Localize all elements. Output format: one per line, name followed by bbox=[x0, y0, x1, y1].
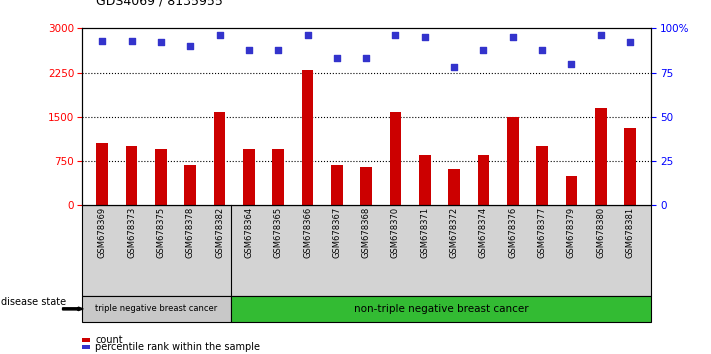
Point bbox=[302, 33, 314, 38]
Text: GDS4069 / 8135955: GDS4069 / 8135955 bbox=[96, 0, 223, 7]
Point bbox=[390, 33, 401, 38]
Bar bbox=[97, 143, 108, 205]
Point bbox=[419, 34, 430, 40]
Bar bbox=[478, 155, 489, 205]
Bar bbox=[419, 155, 431, 205]
Point bbox=[214, 33, 225, 38]
Bar bbox=[155, 149, 167, 205]
Bar bbox=[184, 165, 196, 205]
Text: triple negative breast cancer: triple negative breast cancer bbox=[95, 304, 218, 313]
Bar bbox=[536, 146, 548, 205]
Point bbox=[155, 40, 166, 45]
Text: non-triple negative breast cancer: non-triple negative breast cancer bbox=[353, 304, 528, 314]
Bar bbox=[214, 112, 225, 205]
Point bbox=[536, 47, 547, 52]
Bar bbox=[390, 112, 401, 205]
Point bbox=[243, 47, 255, 52]
Point bbox=[331, 56, 343, 61]
Point bbox=[449, 64, 460, 70]
Bar bbox=[624, 128, 636, 205]
Point bbox=[478, 47, 489, 52]
Bar bbox=[565, 176, 577, 205]
Point bbox=[507, 34, 518, 40]
Bar bbox=[126, 146, 137, 205]
Point bbox=[566, 61, 577, 67]
Bar bbox=[331, 165, 343, 205]
Point bbox=[360, 56, 372, 61]
Bar bbox=[243, 149, 255, 205]
Bar bbox=[595, 108, 606, 205]
Point bbox=[272, 47, 284, 52]
Bar bbox=[360, 167, 372, 205]
Point bbox=[126, 38, 137, 44]
Point bbox=[624, 40, 636, 45]
Point bbox=[595, 33, 606, 38]
Point bbox=[97, 38, 108, 44]
Bar bbox=[301, 70, 314, 205]
Text: count: count bbox=[95, 335, 123, 345]
Bar bbox=[507, 118, 518, 205]
Text: disease state: disease state bbox=[1, 297, 67, 308]
Point bbox=[185, 43, 196, 49]
Bar bbox=[272, 149, 284, 205]
Bar bbox=[448, 169, 460, 205]
Text: percentile rank within the sample: percentile rank within the sample bbox=[95, 342, 260, 352]
